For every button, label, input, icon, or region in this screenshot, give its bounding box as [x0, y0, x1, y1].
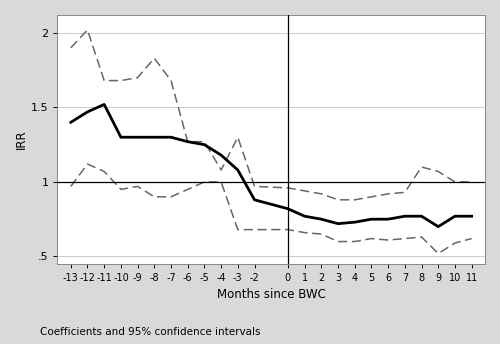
X-axis label: Months since BWC: Months since BWC: [217, 289, 326, 301]
Text: Coefficients and 95% confidence intervals: Coefficients and 95% confidence interval…: [40, 327, 260, 337]
Y-axis label: IRR: IRR: [15, 130, 28, 149]
